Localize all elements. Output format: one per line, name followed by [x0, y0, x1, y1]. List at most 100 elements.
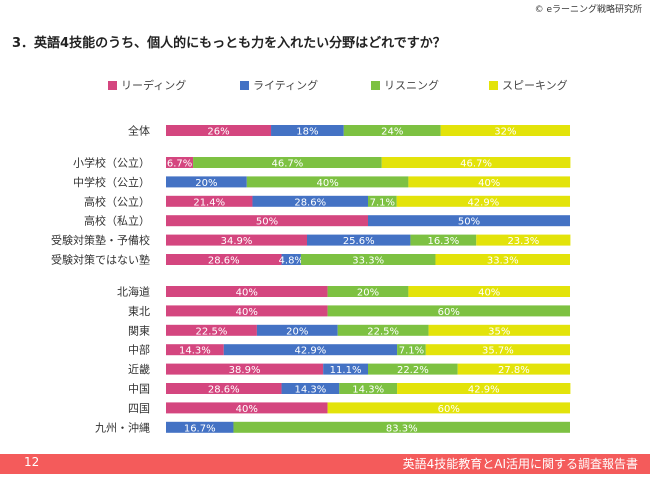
data-label: 35%	[488, 326, 510, 337]
data-label: 6.7%	[167, 159, 192, 170]
footer-bar: 12 英語4技能教育とAI活用に関する調査報告書	[0, 454, 650, 474]
data-label: 22.5%	[367, 326, 399, 337]
bar-segment-listening	[339, 383, 398, 394]
data-label: 16.3%	[427, 236, 459, 247]
bar-segment-listening	[246, 176, 409, 188]
bar-segment-writing	[368, 215, 570, 227]
bar-segment-writing	[306, 234, 411, 246]
data-label: 21.4%	[193, 197, 225, 208]
legend-item-reading: リーディング	[108, 77, 186, 93]
data-label: 20%	[195, 178, 217, 189]
data-label: 28.6%	[294, 197, 326, 208]
data-label: 20%	[286, 326, 308, 337]
data-label: 11.1%	[330, 365, 362, 376]
bar-segment-writing	[166, 421, 234, 433]
bar-segment-speaking	[440, 125, 570, 136]
data-label: 34.9%	[221, 236, 253, 247]
data-label: 46.7%	[460, 159, 492, 170]
bar-segment-listening	[327, 305, 570, 317]
data-label: 4.8%	[279, 256, 304, 267]
category-label: 近畿	[128, 362, 150, 376]
bar-segment-speaking	[327, 402, 570, 414]
data-label: 20%	[357, 288, 379, 299]
data-label: 40%	[236, 288, 258, 299]
data-label: 14.3%	[179, 346, 211, 357]
data-label: 32%	[494, 127, 516, 138]
bar-segment-listening	[193, 157, 382, 168]
legend-swatch-listening	[371, 80, 380, 90]
bar-segment-writing	[281, 383, 340, 394]
bar-segment-writing	[166, 176, 247, 188]
data-label: 42.9%	[295, 346, 327, 357]
bar-segment-writing	[256, 324, 338, 336]
data-label: 28.6%	[208, 385, 240, 396]
bar-segment-listening	[368, 363, 458, 375]
bar-segment-speaking	[476, 234, 571, 246]
data-label: 16.7%	[184, 423, 216, 434]
chart-legend: リーディング ライティング リスニング スピーキング	[0, 77, 650, 93]
legend-swatch-reading	[108, 80, 117, 90]
data-label: 24%	[381, 127, 403, 138]
bar-segment-reading	[166, 383, 282, 394]
bar-segment-speaking	[428, 324, 570, 336]
bar-segment-reading	[166, 324, 257, 336]
bar-segment-listening	[368, 195, 397, 207]
category-label: 受験対策ではない塾	[51, 253, 150, 267]
category-label: 高校（公立）	[84, 194, 150, 208]
data-label: 7.1%	[399, 346, 424, 357]
legend-swatch-writing	[240, 80, 249, 90]
bar-segment-speaking	[435, 254, 570, 265]
bar-segment-reading	[166, 254, 282, 265]
data-label: 60%	[438, 404, 460, 415]
category-label: 北海道	[117, 285, 150, 299]
category-label: 関東	[128, 324, 150, 337]
data-label: 14.3%	[352, 385, 384, 396]
category-label: 中部	[128, 343, 150, 357]
bar-segment-listening	[337, 324, 429, 336]
category-label: 受験対策塾・予備校	[51, 233, 150, 247]
legend-label-speaking: スピーキング	[502, 79, 568, 92]
bar-segment-reading	[166, 125, 272, 136]
legend-label-reading: リーディング	[121, 79, 187, 92]
bar-segment-reading	[166, 234, 307, 246]
data-label: 50%	[256, 217, 278, 228]
bar-segment-listening	[343, 125, 441, 136]
bar-segment-writing	[323, 363, 368, 375]
bar-segment-listening	[300, 254, 436, 265]
data-label: 83.3%	[386, 423, 418, 434]
bar-segment-listening	[233, 421, 570, 433]
data-label: 18%	[296, 127, 318, 138]
bar-segment-writing	[252, 195, 368, 207]
data-label: 40%	[236, 404, 258, 415]
bar-segment-reading	[166, 286, 328, 297]
bar-segment-speaking	[425, 344, 570, 356]
bar-segment-speaking	[397, 383, 571, 394]
data-label: 40%	[316, 178, 338, 189]
data-label: 50%	[458, 217, 480, 228]
bar-segment-listening	[410, 234, 477, 246]
bar-segment-writing	[271, 125, 344, 136]
data-label: 14.3%	[295, 385, 327, 396]
bar-segment-reading	[166, 215, 368, 227]
legend-item-writing: ライティング	[240, 77, 318, 93]
legend-label-listening: リスニング	[384, 79, 439, 92]
bar-segment-reading	[166, 305, 328, 317]
category-label: 中学校（公立）	[73, 175, 150, 189]
data-label: 26%	[207, 127, 229, 138]
bar-segment-speaking	[381, 157, 571, 168]
data-label: 42.9%	[468, 385, 500, 396]
category-label: 中国	[128, 383, 150, 396]
bar-segment-speaking	[408, 176, 570, 188]
copyright-text: © eラーニング戦略研究所	[534, 5, 642, 15]
bar-segment-reading	[166, 402, 328, 414]
data-label: 40%	[478, 288, 500, 299]
bar-segment-writing	[281, 254, 301, 265]
data-label: 35.7%	[482, 346, 514, 357]
data-label: 28.6%	[208, 256, 240, 267]
data-label: 7.1%	[370, 197, 395, 208]
data-label: 33.3%	[352, 256, 384, 267]
category-label: 四国	[128, 402, 150, 415]
bar-segment-reading	[166, 157, 194, 168]
data-label: 22.2%	[397, 365, 429, 376]
